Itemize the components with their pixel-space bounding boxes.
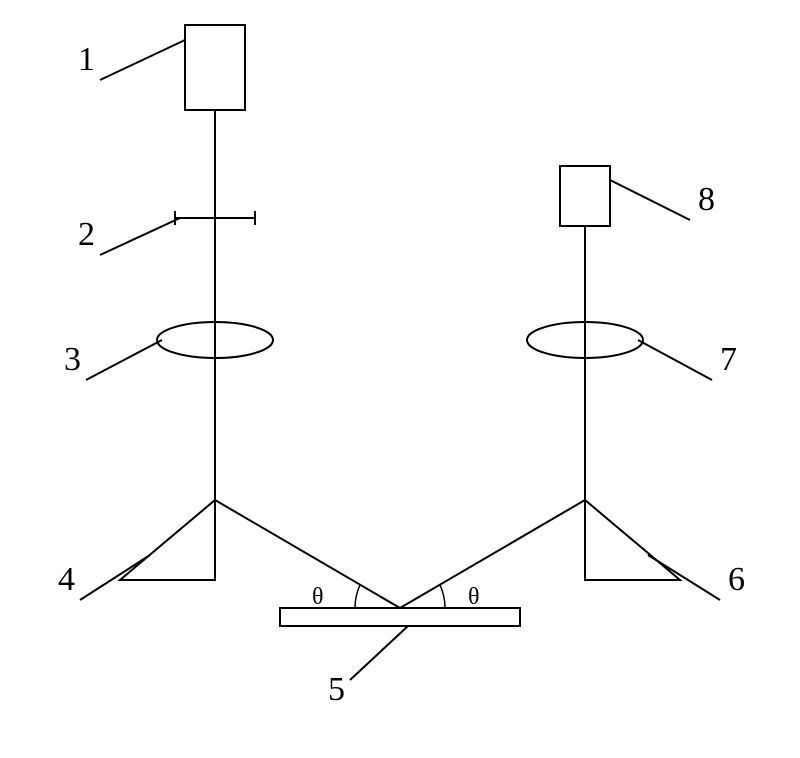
beam-left-angled — [215, 500, 400, 608]
component-5-sample — [280, 608, 520, 626]
leader-n4 — [80, 555, 150, 600]
label-theta-right: θ — [468, 584, 480, 610]
leader-n7 — [638, 340, 712, 380]
leader-n6 — [648, 555, 720, 600]
component-4-prism — [120, 500, 215, 580]
component-8-box — [560, 166, 610, 226]
label-3: 3 — [64, 341, 81, 378]
theta-arc-right — [440, 585, 445, 608]
beam-right-angled — [400, 500, 585, 608]
leader-n3 — [86, 340, 162, 380]
label-4: 4 — [58, 561, 75, 598]
component-6-prism — [585, 500, 680, 580]
label-6: 6 — [728, 561, 745, 598]
leader-n1 — [100, 40, 185, 80]
component-1-box — [185, 25, 245, 110]
label-7: 7 — [720, 341, 737, 378]
leader-n2 — [100, 218, 180, 255]
label-2: 2 — [78, 216, 95, 253]
label-1: 1 — [78, 41, 95, 78]
theta-arc-left — [355, 585, 360, 608]
leader-n5 — [350, 626, 408, 680]
label-8: 8 — [698, 181, 715, 218]
label-5: 5 — [328, 671, 345, 708]
label-theta-left: θ — [312, 584, 324, 610]
leader-n8 — [610, 180, 690, 220]
